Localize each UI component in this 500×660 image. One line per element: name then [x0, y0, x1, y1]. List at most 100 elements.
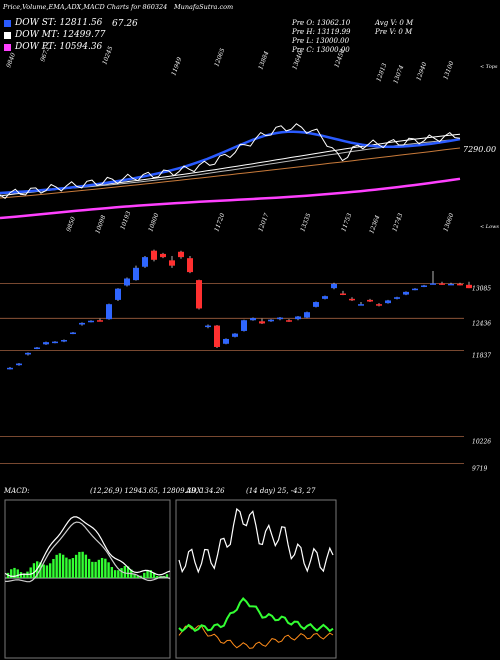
adx-plus-di-line: [178, 596, 334, 633]
candle-body: [268, 319, 274, 322]
candle-body: [124, 278, 130, 286]
ema-bottom-tick: 13335: [299, 212, 312, 233]
price-level-label: 12436: [472, 320, 491, 327]
candle-body: [88, 320, 94, 323]
legend-extra-value: 67.26: [112, 19, 138, 29]
candle-body: [196, 280, 202, 309]
adx-panel-border: [175, 499, 337, 659]
candle-body: [223, 338, 229, 344]
candle-body: [187, 258, 193, 273]
legend-item-dow-pt: DOW PT: 10594.36: [4, 42, 102, 52]
candle-body: [385, 300, 391, 304]
pre-high: Pre H: 13119.99: [292, 28, 351, 36]
macd-panel-border: [4, 499, 171, 659]
candle-body: [106, 304, 112, 320]
ema-top-tick: 12450: [333, 48, 346, 69]
ema-bottom-tick: 10193: [119, 210, 132, 231]
candle-body: [34, 347, 40, 350]
candle-body: [232, 333, 238, 337]
candle-body: [412, 288, 418, 291]
macd-line: [4, 516, 171, 578]
adx-params: (14 day) 25, -43, 27: [246, 487, 316, 495]
ema-bottom-tick: 12017: [257, 212, 270, 233]
ema-top-tick: 13640: [291, 50, 304, 71]
legend-swatch-dow-pt: [4, 43, 11, 51]
candle-body: [277, 317, 283, 320]
ema-extra-line: [0, 147, 461, 199]
ema-top-tick: 10245: [101, 45, 114, 66]
chart-title: Price,Volume,EMA,ADX,MACD Charts for 860…: [3, 3, 168, 11]
ema-bottom-tick: 9850: [65, 216, 77, 233]
candle-body: [205, 325, 211, 328]
ema-top-tick: 12940: [415, 61, 428, 82]
price-level-label: 13085: [472, 286, 491, 293]
macd-label: MACD:: [4, 487, 30, 495]
candle-body: [376, 304, 382, 306]
candle-body: [313, 302, 319, 307]
candle-body: [52, 341, 58, 344]
candle-body: [448, 283, 454, 286]
legend-label-dow-st: DOW ST: 12811.56: [15, 18, 103, 28]
ema-bottom-tick: 10098: [94, 214, 107, 235]
candle-body: [241, 320, 247, 331]
candle-body: [142, 257, 148, 267]
candle-body: [403, 291, 409, 295]
ema-bottom-tick: 13060: [442, 212, 455, 233]
ema-bottom-tick: 11753: [340, 212, 353, 233]
candle-body: [169, 260, 175, 266]
candle-body: [358, 304, 364, 306]
candle-body: [439, 283, 445, 285]
legend-item-dow-st: DOW ST: 12811.56: [4, 18, 102, 28]
ema-top-tick: 9673: [39, 46, 51, 63]
pre-close: Pre C: 13000.00: [292, 46, 350, 54]
lows-label: < Lows: [480, 224, 499, 230]
legend-swatch-dow-st: [4, 19, 11, 27]
candle-body: [160, 253, 166, 258]
candle-body: [304, 312, 310, 318]
candle-body: [7, 367, 13, 370]
macd-signal-line: [5, 521, 171, 583]
ema-top-tick: 11949: [170, 56, 183, 77]
ema-bottom-tick: 12364: [368, 214, 381, 235]
ema-top-tick: 9840: [5, 52, 17, 69]
candle-body: [115, 288, 121, 300]
candle-body: [286, 320, 292, 322]
legend-swatch-dow-mt: [4, 31, 11, 39]
ema-right-label: 7290.00: [463, 145, 497, 154]
price-level-label: 10226: [472, 439, 491, 446]
candle-body: [79, 322, 85, 325]
candle-body: [259, 321, 265, 324]
candle-body: [457, 283, 463, 286]
legend-label-dow-pt: DOW PT: 10594.36: [15, 42, 103, 52]
candle-body: [97, 320, 103, 322]
price-level-label: 11837: [472, 352, 491, 359]
candle-body: [340, 293, 346, 295]
ema-top-tick: 13884: [257, 50, 270, 71]
ema-top-tick: 12065: [213, 47, 226, 68]
candle-body: [466, 284, 472, 289]
ema-top-tick: 12813: [375, 62, 388, 83]
pre-low: Pre L: 13000.00: [292, 37, 350, 45]
candle-body: [421, 285, 427, 287]
price-level-label: 9719: [472, 466, 487, 473]
candle-body: [133, 267, 139, 281]
tops-label: < Tops: [480, 64, 498, 70]
macd-params: (12,26,9) 12943.65, 12809.39, 134.26: [90, 487, 225, 495]
ema-bottom-tick: 12743: [391, 212, 404, 233]
candle-body: [25, 352, 31, 355]
ema-price-line: [0, 123, 461, 199]
candle-body: [394, 297, 400, 299]
ema-bottom-tick: 11720: [213, 212, 226, 233]
avg-volume: Avg V: 0 M: [375, 19, 414, 27]
ema-top-tick: 13074: [392, 64, 405, 85]
pre-volume: Pre V: 0 M: [375, 28, 413, 36]
candle-body: [151, 250, 157, 260]
candle-body: [43, 342, 49, 345]
ema-top-tick: 13100: [442, 60, 455, 81]
candle-body: [178, 251, 184, 258]
candle-body: [70, 332, 76, 335]
candle-body: [322, 296, 328, 299]
candle-body: [61, 340, 67, 342]
candle-body: [430, 283, 436, 285]
